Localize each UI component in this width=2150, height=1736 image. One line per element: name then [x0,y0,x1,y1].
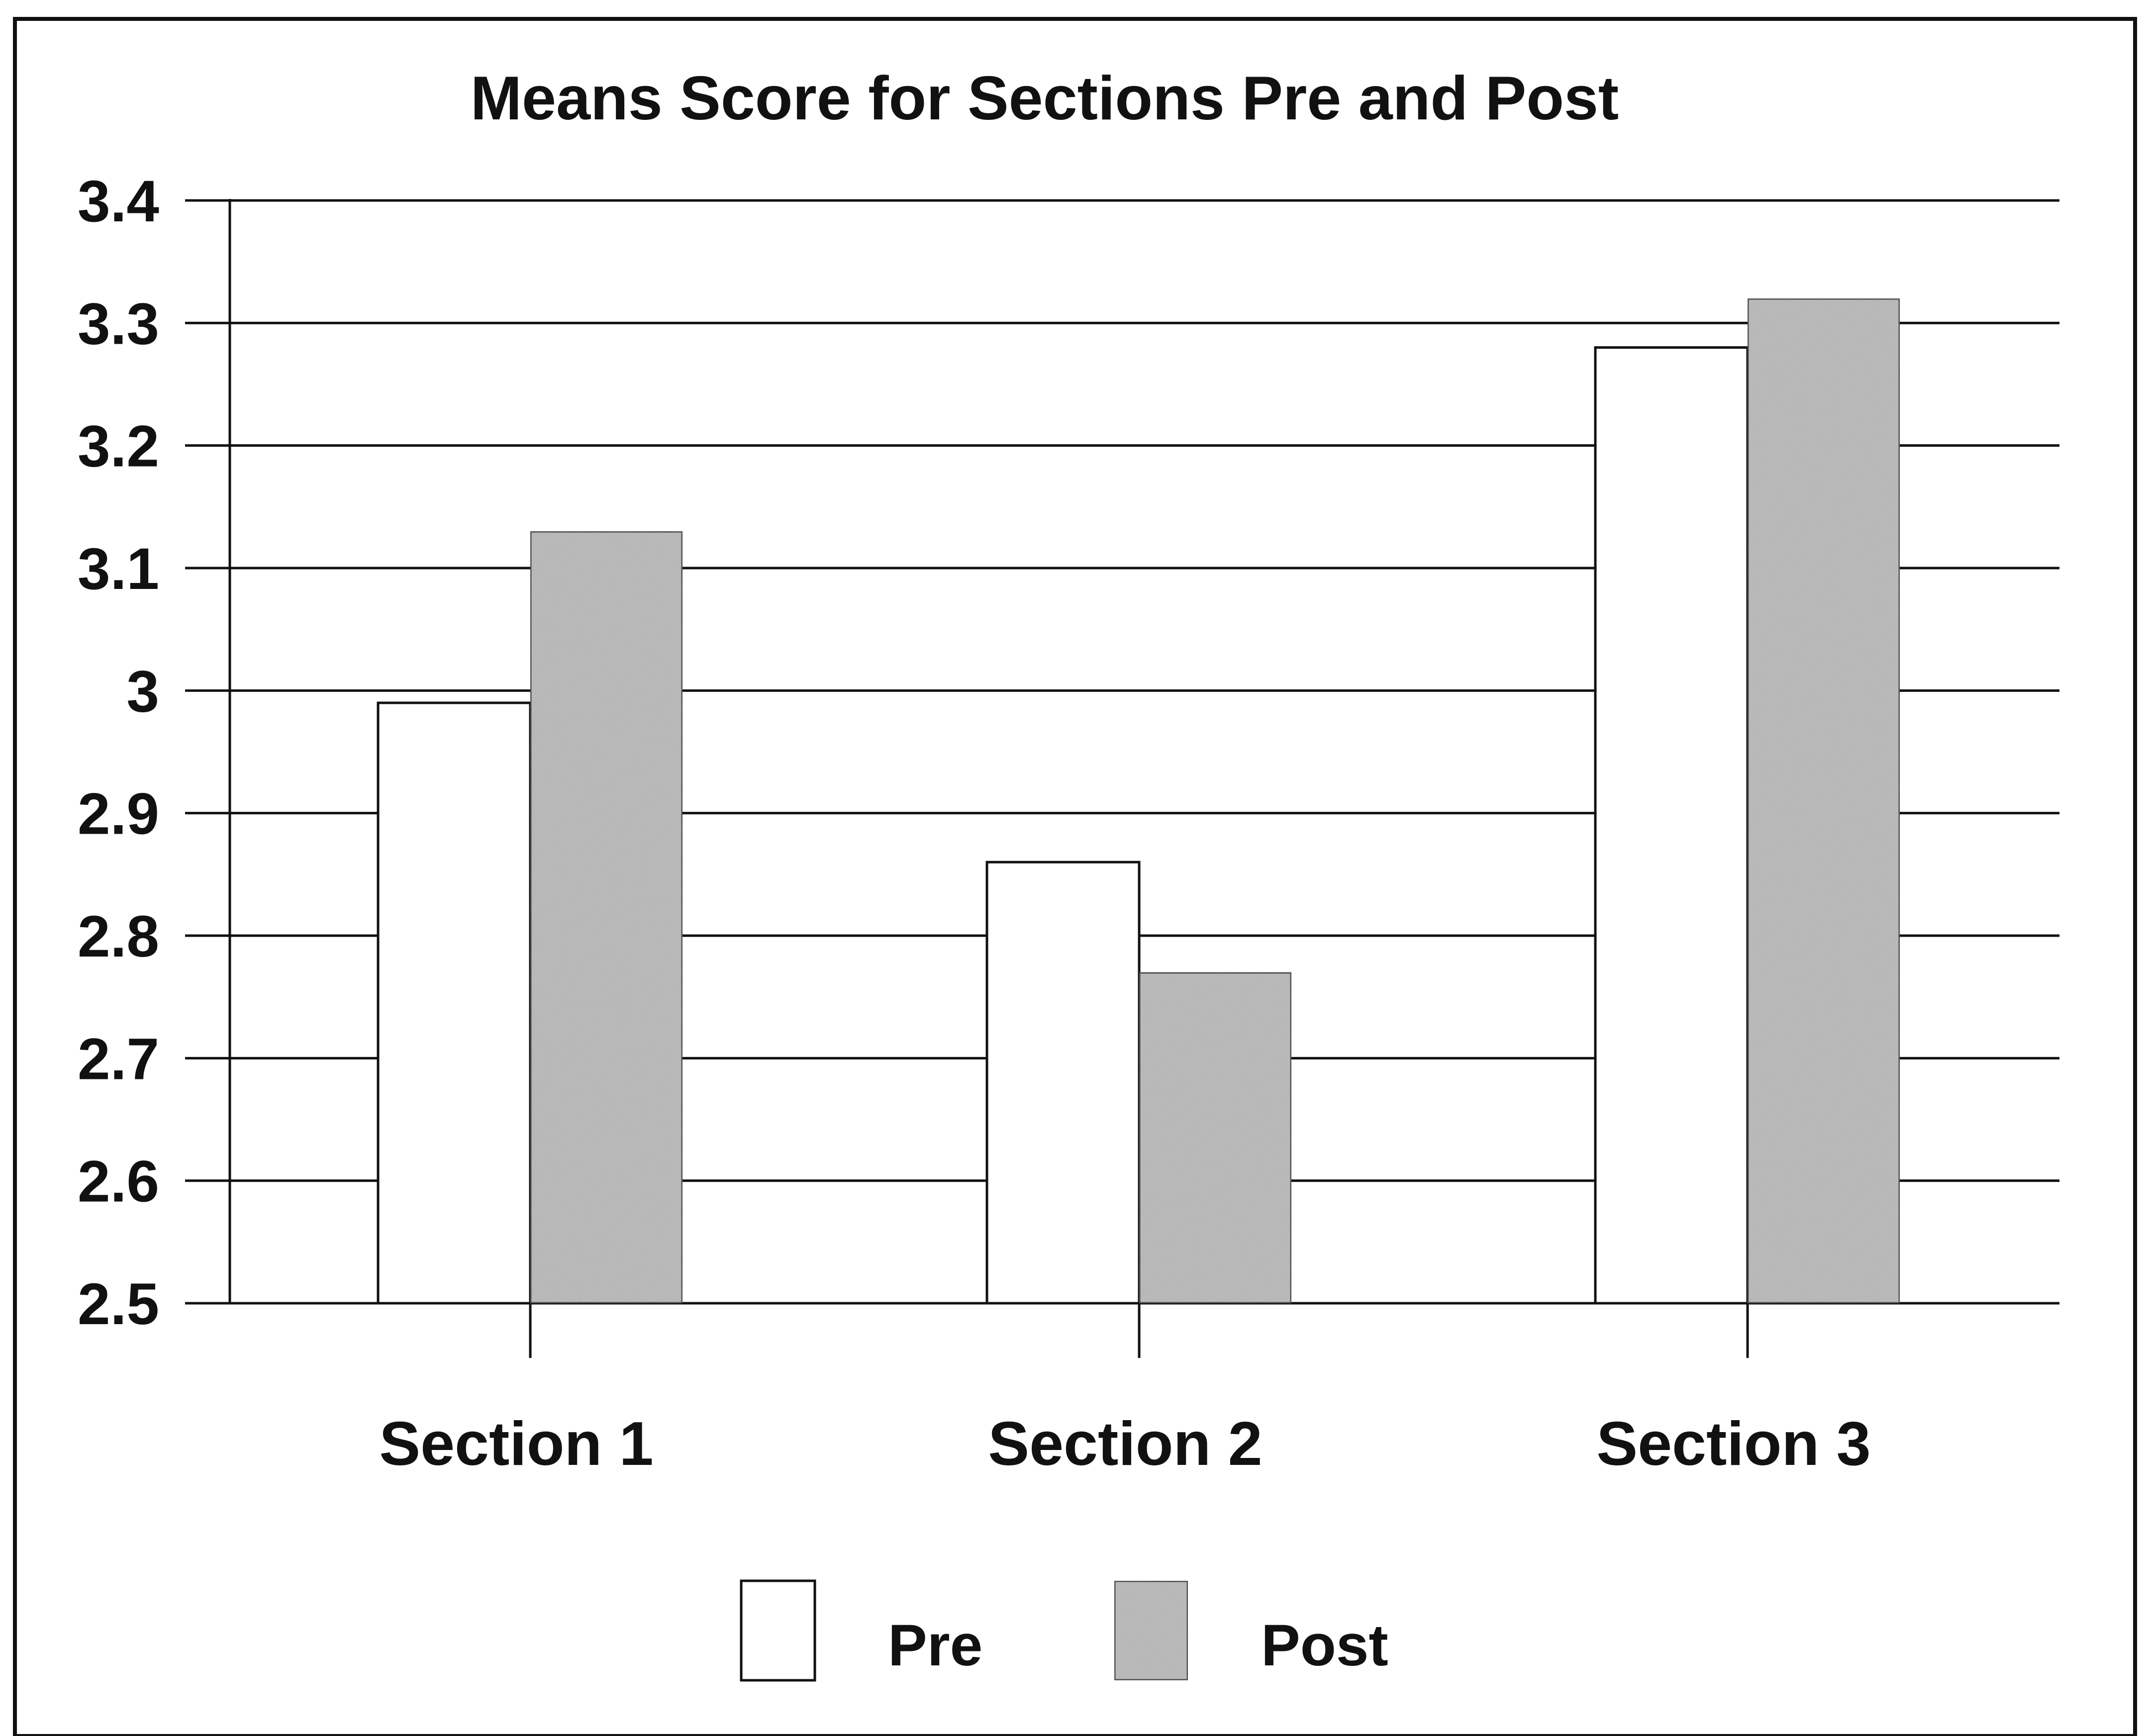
bar-post-section-1 [529,530,684,1305]
y-tick-label: 2.8 [78,904,159,969]
y-tick-label: 2.7 [78,1026,159,1092]
y-tick-label: 3.1 [78,536,159,602]
legend-swatch-pre [740,1579,816,1682]
legend-label-pre: Pre [888,1613,982,1678]
bar-post-section-2 [1138,971,1293,1305]
chart-title: Means Score for Sections Pre and Post [471,64,1619,133]
legend-swatch-post [1113,1579,1189,1682]
y-tick-label: 3.4 [78,169,159,234]
y-tick-label: 3.2 [78,414,159,480]
bar-pre-section-3 [1594,346,1749,1305]
bar-post-section-3 [1746,297,1901,1305]
y-tick-label: 3 [126,659,159,724]
bar-pre-section-2 [985,861,1141,1305]
legend-label-post: Post [1261,1613,1388,1678]
y-tick-label: 2.9 [78,781,159,847]
bars [377,297,1901,1305]
x-axis-labels: Section 1 Section 2 Section 3 [379,1410,1870,1478]
x-ticks [529,1303,1749,1358]
y-tick-label: 2.5 [78,1271,159,1337]
y-axis-labels: 3.4 3.3 3.2 3.1 3 2.9 2.8 2.7 2.6 2.5 [78,169,159,1337]
x-tick-label: Section 2 [988,1410,1262,1478]
legend: Pre Post [740,1579,1388,1682]
y-tick-label: 3.3 [78,291,159,357]
x-tick-label: Section 3 [1596,1410,1870,1478]
y-tick-label: 2.6 [78,1149,159,1215]
x-tick-label: Section 1 [379,1410,653,1478]
bar-pre-section-1 [377,701,532,1305]
